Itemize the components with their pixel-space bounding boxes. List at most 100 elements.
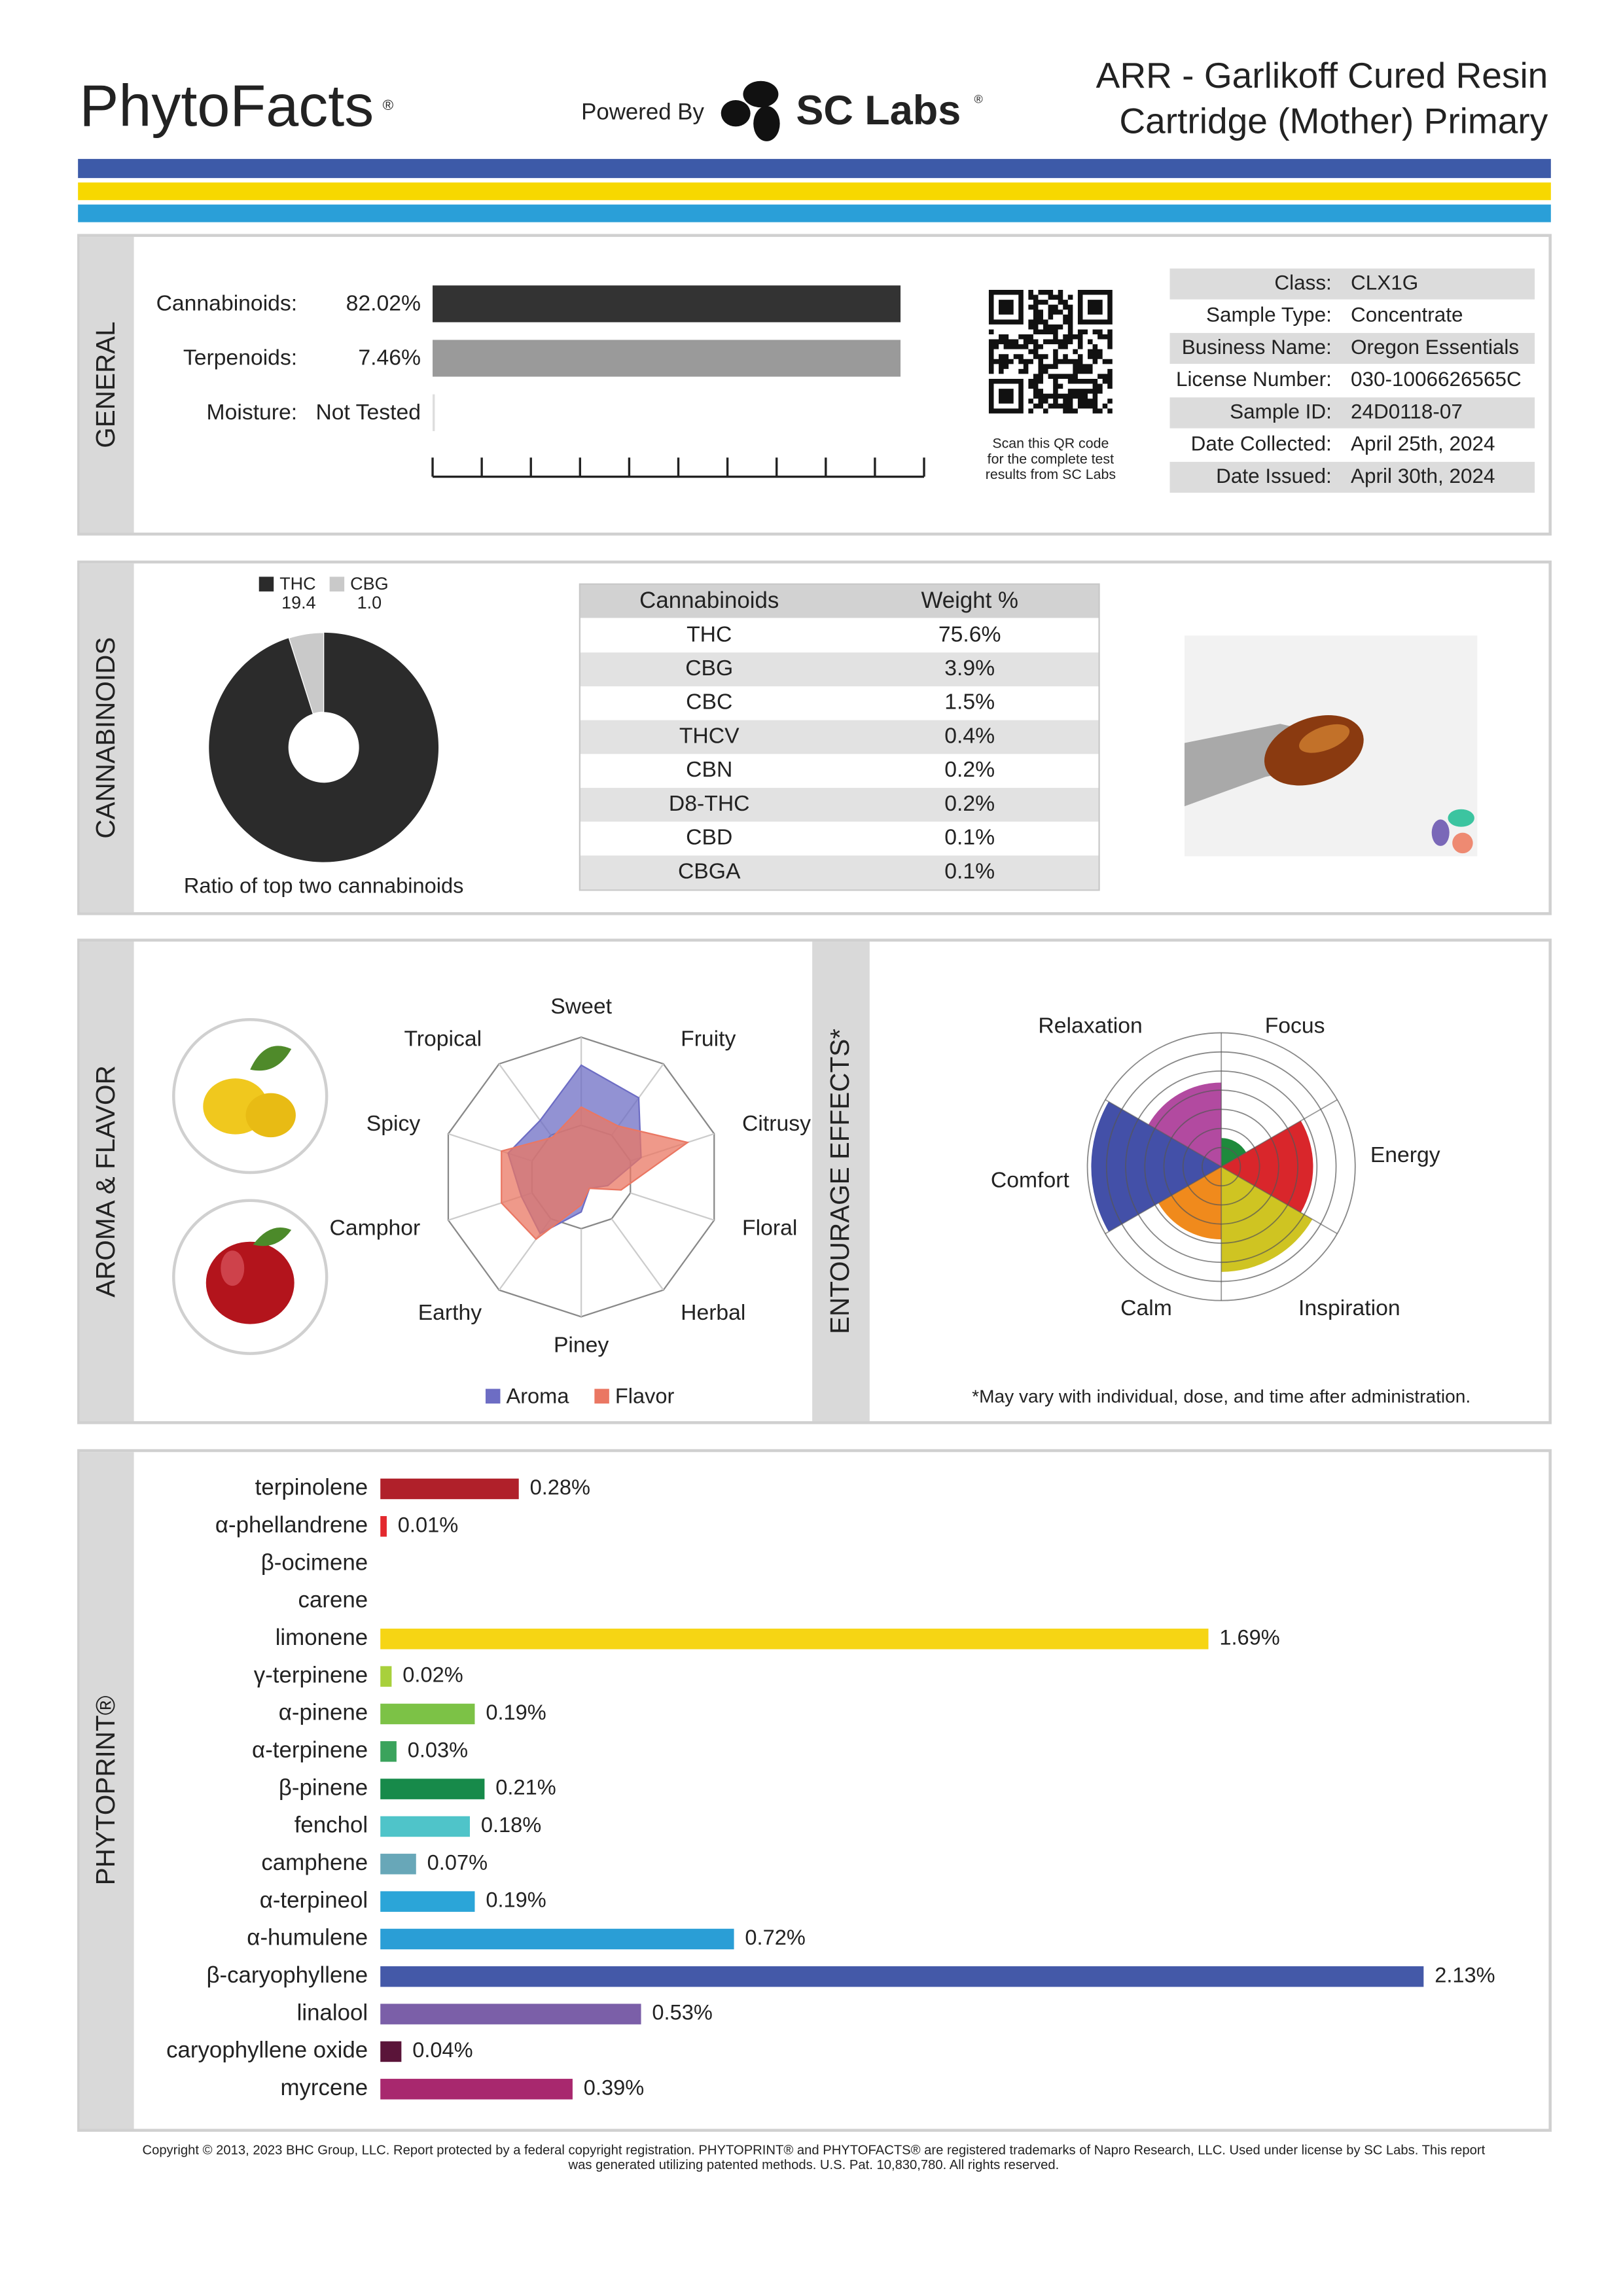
rose-sector	[1091, 1101, 1222, 1232]
info-label: Sample ID:	[1230, 400, 1332, 423]
logo-blob	[743, 80, 779, 108]
resin-highlight	[1299, 724, 1350, 753]
section-label: PHYTOPRINT®	[90, 1695, 120, 1885]
title-line: Cartridge (Mother) Primary	[1119, 100, 1548, 141]
bar-value-label: 0.07%	[427, 1850, 488, 1874]
apple	[205, 1241, 294, 1324]
table-cell: CBC	[686, 690, 732, 715]
terpene-label: terpinolene	[255, 1475, 368, 1500]
radar-area	[501, 1106, 690, 1241]
bar-value-label: 0.19%	[486, 1700, 546, 1724]
qr-caption: for the complete test	[988, 451, 1114, 467]
footer-text: was generated utilizing patented methods…	[568, 2158, 1060, 2172]
terpene-label: γ-terpinene	[254, 1662, 368, 1687]
qr-caption: Scan this QR code	[992, 436, 1109, 451]
bar-value-label: 0.02%	[402, 1663, 463, 1687]
radar-label: Tropical	[404, 1027, 482, 1051]
terpene-label: myrcene	[280, 2075, 368, 2100]
info-label: License Number:	[1176, 368, 1332, 391]
info-value: April 30th, 2024	[1351, 465, 1495, 487]
terpene-label: α-terpineol	[260, 1887, 368, 1913]
info-label: Date Issued:	[1216, 465, 1332, 487]
table-cell: 1.5%	[944, 690, 995, 715]
stripe-yellow	[78, 182, 1551, 200]
bar-value-label: 0.01%	[398, 1512, 458, 1536]
terpene-label: caryophyllene oxide	[166, 2038, 368, 2063]
lemon-leaf	[250, 1046, 292, 1071]
table-header-bg	[579, 584, 1099, 618]
legend-label: CBG	[350, 574, 388, 593]
info-row-bg	[1169, 268, 1535, 300]
radar-label: Floral	[742, 1216, 797, 1241]
bar-value-label: 1.69%	[1219, 1625, 1279, 1649]
brand: PhytoFacts	[79, 73, 374, 139]
bar	[380, 2041, 402, 2062]
rose-spoke	[1221, 1166, 1338, 1235]
general-value: 7.46%	[358, 345, 421, 370]
legend-label: Aroma	[506, 1384, 569, 1408]
title-line: ARR - Garlikoff Cured Resin	[1096, 55, 1548, 96]
rose-label: Focus	[1265, 1013, 1325, 1038]
lemon	[245, 1093, 296, 1138]
general-bar	[433, 340, 901, 377]
bar	[380, 1703, 475, 1725]
bar-value-label: 0.28%	[530, 1475, 590, 1499]
pie-slice	[288, 632, 325, 715]
apple-leaf	[253, 1227, 292, 1246]
info-row-bg	[1169, 397, 1535, 429]
general-bar	[433, 285, 901, 323]
radar-label: Camphor	[330, 1216, 421, 1241]
terpene-label: β-pinene	[279, 1775, 368, 1800]
bar	[380, 1928, 734, 1950]
rose-spoke	[1105, 1099, 1222, 1167]
legend-label: THC	[279, 574, 315, 593]
logo-blob	[721, 99, 751, 127]
terpene-label: β-ocimene	[261, 1549, 368, 1575]
rose-label: Relaxation	[1038, 1013, 1142, 1038]
entourage-note: *May vary with individual, dose, and tim…	[972, 1386, 1471, 1406]
table-cell: CBN	[686, 757, 732, 782]
table-border	[579, 583, 1100, 891]
general-value: 82.02%	[346, 291, 421, 315]
rose-sector	[1158, 1167, 1222, 1240]
terpene-label: β-caryophyllene	[206, 1962, 368, 1988]
stripe-blue	[78, 158, 1551, 179]
bar-value-label: 0.03%	[408, 1737, 468, 1761]
table-cell: 0.1%	[944, 825, 995, 850]
info-value: 030-1006626565C	[1351, 368, 1522, 391]
info-label: Date Collected:	[1191, 433, 1332, 455]
section-label-bg	[79, 563, 134, 913]
bar	[380, 1891, 475, 1912]
bar	[380, 1816, 470, 1837]
terpene-label: fenchol	[294, 1812, 368, 1838]
apple-highlight	[221, 1250, 245, 1286]
info-value: April 25th, 2024	[1351, 433, 1495, 455]
table-cell: D8-THC	[669, 791, 750, 816]
section-label: AROMA & FLAVOR	[90, 1065, 120, 1298]
bar-value-label: 0.18%	[481, 1812, 541, 1837]
terpene-label: camphene	[261, 1850, 368, 1875]
legend-label: Flavor	[615, 1384, 675, 1408]
terpene-label: α-terpinene	[252, 1737, 368, 1763]
rose-sector	[1148, 1082, 1222, 1167]
radar-label: Earthy	[418, 1300, 482, 1325]
stripe-light-blue	[78, 204, 1551, 222]
rose-sector	[1221, 1167, 1313, 1272]
powered-by: Powered By	[581, 99, 704, 124]
bar-value-label: 0.04%	[412, 2038, 473, 2062]
bar-value-label: 0.72%	[745, 1925, 805, 1949]
table-header: Cannabinoids	[639, 588, 779, 613]
table-row-bg	[579, 618, 1099, 653]
radar-label: Fruity	[681, 1027, 736, 1051]
bar	[380, 1629, 1209, 1650]
bar	[380, 1854, 416, 1875]
rose-label: Inspiration	[1298, 1296, 1400, 1320]
table-header: Weight %	[921, 588, 1018, 613]
legend-value: 1.0	[357, 593, 382, 612]
table-row-bg	[579, 855, 1099, 890]
section-label-bg	[79, 942, 134, 1422]
mini-logo	[1448, 809, 1474, 827]
table-cell: 0.1%	[944, 858, 995, 883]
